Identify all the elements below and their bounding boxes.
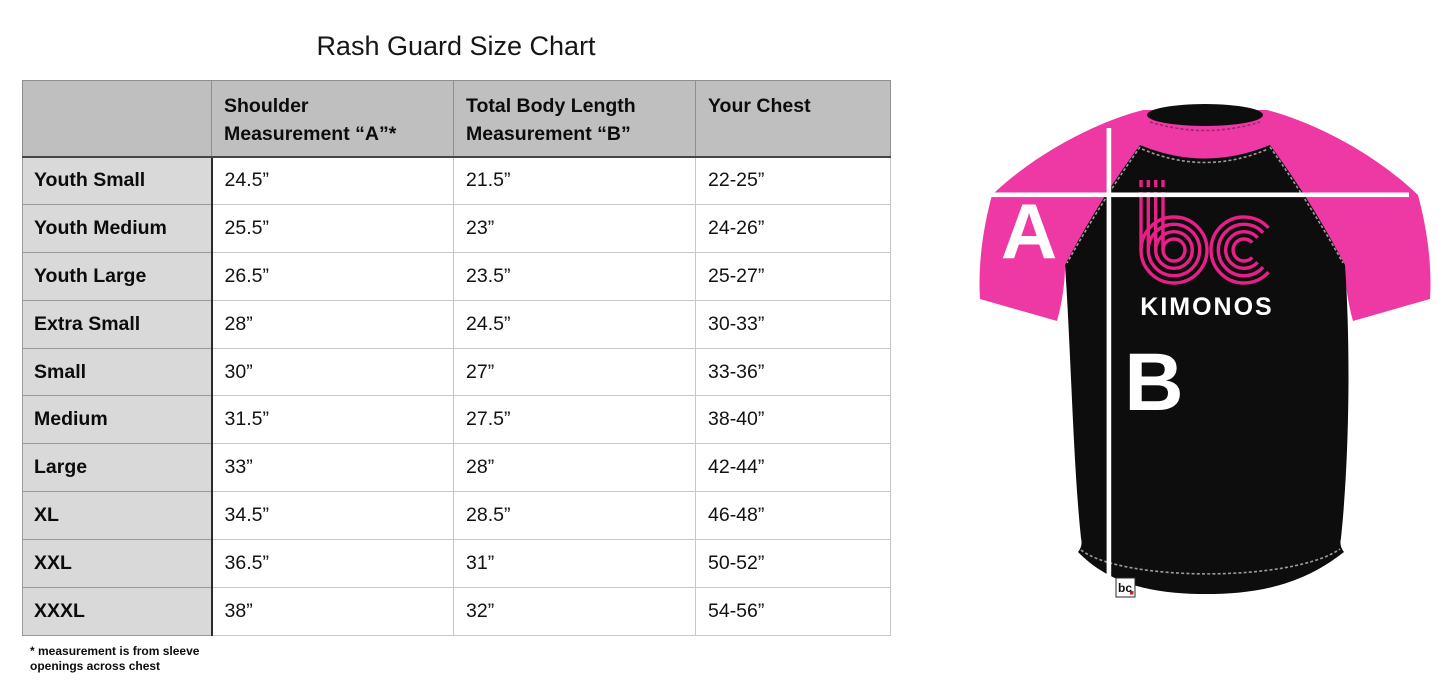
chest-value: 22-25” [695, 156, 891, 205]
header-empty-cell [22, 80, 212, 158]
table-row: Small 30” 27” 33-36” [22, 347, 891, 397]
measure-line-a [982, 192, 1409, 198]
bc-logo-c-arc [1231, 237, 1254, 263]
footnote: * measurement is from sleeve openings ac… [30, 644, 199, 673]
bc-logo-c-arc [1224, 230, 1259, 270]
body-length-value: 28.5” [453, 491, 696, 541]
raglan-seam-right [1269, 146, 1344, 264]
body-length-value: 23” [453, 203, 696, 253]
body-length-value: 28” [453, 443, 696, 493]
chest-value: 50-52” [695, 539, 891, 589]
table-row: XL 34.5” 28.5” 46-48” [22, 491, 891, 541]
shoulder-value: 30” [211, 347, 454, 397]
hem-tag: bc [1115, 577, 1136, 598]
raglan-seam-left [1066, 146, 1141, 264]
table-row: Medium 31.5” 27.5” 38-40” [22, 395, 891, 445]
hem-stitch [1080, 548, 1341, 575]
table-body: Youth Small 24.5” 21.5” 22-25” Youth Med… [22, 156, 891, 636]
shoulder-value: 31.5” [211, 395, 454, 445]
footnote-line2: openings across chest [30, 658, 161, 673]
row-label: XXL [22, 539, 213, 589]
header-shoulder-line1: Shoulder [224, 95, 309, 117]
size-chart-table: Shoulder Measurement “A”* Total Body Len… [22, 80, 891, 636]
body-length-value: 21.5” [453, 156, 696, 205]
table-row: XXL 36.5” 31” 50-52” [22, 539, 891, 589]
measure-label-a: A [1001, 187, 1057, 275]
measure-label-b: B [1124, 337, 1183, 428]
hem-tag-red-mark [1130, 591, 1134, 595]
header-body-length: Total Body Length Measurement “B” [453, 80, 696, 158]
row-label: Large [22, 443, 213, 493]
page-title: Rash Guard Size Chart [316, 31, 596, 61]
neckline-stitch [1141, 148, 1269, 164]
row-label: XXXL [22, 587, 213, 636]
body-length-value: 24.5” [453, 299, 696, 349]
table-row: Youth Medium 25.5” 23” 24-26” [22, 203, 891, 253]
row-label: Small [22, 347, 213, 397]
table-row: Youth Large 26.5” 23.5” 25-27” [22, 251, 891, 301]
measure-line-b [1106, 128, 1112, 577]
header-shoulder: Shoulder Measurement “A”* [211, 80, 454, 158]
shoulder-value: 38” [211, 587, 454, 636]
body-length-value: 23.5” [453, 251, 696, 301]
header-shoulder-line2: Measurement “A”* [224, 123, 397, 145]
shoulder-value: 34.5” [211, 491, 454, 541]
chest-value: 25-27” [695, 251, 891, 301]
table-row: Youth Small 24.5” 21.5” 22-25” [22, 156, 891, 205]
shoulder-value: 24.5” [211, 156, 454, 205]
shoulder-value: 26.5” [211, 251, 454, 301]
row-label: Extra Small [22, 299, 213, 349]
header-body-length-line1: Total Body Length [466, 95, 636, 117]
row-label: Medium [22, 395, 213, 445]
shoulder-value: 36.5” [211, 539, 454, 589]
bc-logo-b-ticks [1139, 180, 1165, 187]
brand-name-text: KIMONOS [1140, 293, 1273, 321]
body-length-value: 27” [453, 347, 696, 397]
header-body-length-line2: Measurement “B” [466, 123, 631, 145]
body-length-value: 27.5” [453, 395, 696, 445]
header-chest-line1: Your Chest [708, 95, 811, 117]
shoulder-value: 25.5” [211, 203, 454, 253]
chest-value: 46-48” [695, 491, 891, 541]
shoulder-value: 33” [211, 443, 454, 493]
table-row: Large 33” 28” 42-44” [22, 443, 891, 493]
chest-value: 30-33” [695, 299, 891, 349]
bc-logo-b-stem [1139, 192, 1165, 250]
chest-value: 33-36” [695, 347, 891, 397]
body-length-value: 31” [453, 539, 696, 589]
row-label: Youth Large [22, 251, 213, 301]
table-row: XXXL 38” 32” 54-56” [22, 587, 891, 636]
header-chest: Your Chest [695, 80, 891, 158]
bc-logo-c-arc [1216, 222, 1265, 278]
shoulder-value: 28” [211, 299, 454, 349]
table-row: Extra Small 28” 24.5” 30-33” [22, 299, 891, 349]
rash-guard-illustration: KIMONOS A B bc [979, 104, 1431, 598]
stitching-seams [1066, 146, 1344, 575]
footnote-line1: * measurement is from sleeve [30, 644, 200, 658]
chest-value: 54-56” [695, 587, 891, 636]
row-label: XL [22, 491, 213, 541]
row-label: Youth Medium [22, 203, 213, 253]
torso-panel [1065, 145, 1349, 594]
bc-logo-c-arc [1209, 215, 1270, 285]
hem-tag-text: bc [1118, 581, 1132, 595]
collar-opening [1147, 104, 1263, 126]
chest-value: 24-26” [695, 203, 891, 253]
chest-value: 42-44” [695, 443, 891, 493]
table-header: Shoulder Measurement “A”* Total Body Len… [22, 80, 891, 158]
bc-logo [1139, 180, 1270, 285]
chest-value: 38-40” [695, 395, 891, 445]
row-label: Youth Small [22, 156, 213, 205]
body-length-value: 32” [453, 587, 696, 636]
collar-seam-stitch [1149, 121, 1261, 132]
